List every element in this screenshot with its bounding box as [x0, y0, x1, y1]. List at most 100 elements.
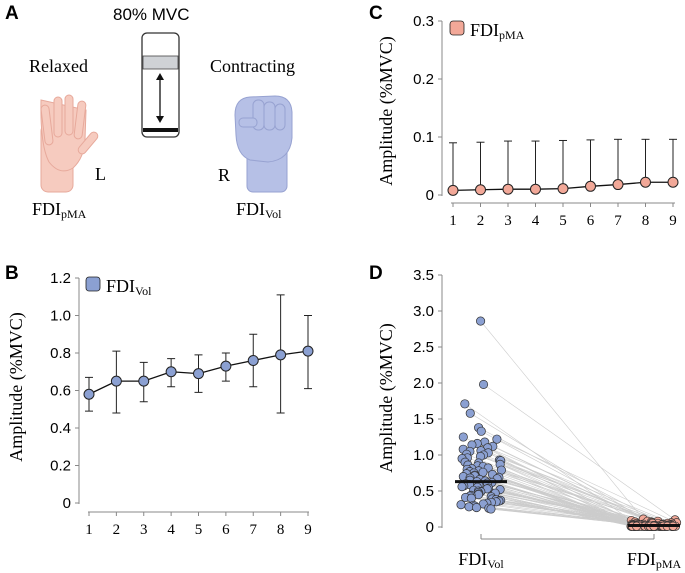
- c-xtick-label: 3: [504, 213, 512, 229]
- panel-label-a: A: [5, 3, 19, 24]
- d-ytick-label: 1.0: [413, 447, 434, 464]
- panel-label-c: C: [369, 3, 383, 24]
- d-ytick-label: 3.0: [413, 303, 434, 320]
- d-ytick-label: 3.5: [413, 267, 434, 284]
- relaxed-label: Relaxed: [29, 56, 88, 76]
- d-vol-point: [464, 502, 474, 512]
- d-vol-point: [492, 434, 502, 444]
- panel-label-b: B: [5, 263, 19, 284]
- b-ytick-label: 0.4: [50, 420, 71, 437]
- d-vol-point: [456, 500, 466, 510]
- d-vol-point: [486, 504, 496, 514]
- d-ytick-label: 2.5: [413, 339, 434, 356]
- c-ytick-label: 0.1: [413, 129, 434, 146]
- b-xtick-label: 3: [140, 522, 148, 538]
- c-ytick-label: 0: [426, 187, 434, 204]
- c-data-point: [475, 184, 486, 196]
- c-xtick-label: 5: [559, 213, 567, 229]
- d-pair-line: [496, 438, 677, 523]
- panel-label-d: D: [369, 263, 383, 284]
- d-ylabel: Amplitude (%MVC): [376, 323, 397, 472]
- b-ytick-label: 0.8: [50, 345, 71, 362]
- b-legend-swatch: [85, 276, 101, 292]
- c-xtick-label: 2: [477, 213, 485, 229]
- contracting-label: Contracting: [210, 56, 295, 76]
- c-legend: FDIpMA: [449, 20, 525, 42]
- relaxed-hand-icon: [40, 94, 99, 193]
- d-vol-point: [457, 482, 467, 492]
- d-ytick-label: 1.5: [413, 411, 434, 428]
- d-ytick-label: 0.5: [413, 483, 434, 500]
- b-data-point: [193, 368, 204, 380]
- b-data-point: [247, 355, 259, 366]
- c-data-point: [557, 183, 569, 195]
- b-xtick-label: 9: [304, 522, 312, 538]
- b-data-point: [220, 360, 232, 372]
- b-xtick-label: 4: [167, 522, 175, 538]
- b-ytick-label: 0.2: [50, 458, 71, 475]
- b-legend-label: FDIVol: [106, 276, 152, 298]
- c-legend-label: FDIpMA: [470, 20, 525, 42]
- d-vol-point: [471, 503, 482, 513]
- b-data-point: [83, 388, 95, 400]
- b-xtick-label: 1: [85, 522, 93, 538]
- d-ytick-label: 0: [426, 519, 434, 536]
- c-data-point: [612, 179, 624, 191]
- b-xtick-label: 8: [277, 522, 285, 538]
- panel-b: B Amplitude (%MVC) 0 0.2 0.4 0.6 0.8 1.0 1.2 1…: [5, 263, 314, 538]
- d-vol-point: [465, 408, 475, 418]
- c-legend-swatch: [449, 20, 465, 36]
- b-ytick-label: 0: [63, 495, 71, 512]
- b-legend: FDIVol: [85, 276, 152, 298]
- d-vol-point: [476, 426, 486, 436]
- c-ytick-label: 0.2: [413, 71, 434, 88]
- c-data-point: [640, 176, 651, 188]
- d-pair-line: [478, 427, 659, 522]
- c-data-point: [530, 183, 541, 195]
- c-ylabel: Amplitude (%MVC): [376, 36, 397, 185]
- d-vol-point: [458, 432, 468, 442]
- c-data-point: [502, 183, 514, 195]
- force-meter-icon: [141, 32, 180, 138]
- c-xtick-label: 4: [532, 213, 540, 229]
- d-pair-line: [500, 460, 670, 526]
- c-ytick-label: 0.3: [413, 13, 434, 30]
- c-xtick-label: 1: [449, 213, 457, 229]
- d-xtick-vol: FDIVol: [458, 549, 504, 571]
- d-vol-point: [476, 316, 486, 326]
- b-ytick-label: 1.0: [50, 308, 71, 325]
- b-ytick-label: 1.2: [50, 270, 71, 287]
- c-xtick-label: 8: [642, 213, 650, 229]
- b-ylabel: Amplitude (%MVC): [6, 312, 27, 461]
- b-data-point: [110, 375, 122, 387]
- d-pair-line: [499, 459, 642, 526]
- c-xtick-label: 6: [587, 213, 595, 229]
- b-ytick-label: 0.6: [50, 383, 71, 400]
- d-vol-point: [479, 379, 489, 389]
- c-xtick-label: 9: [669, 213, 677, 229]
- d-vol-point: [460, 399, 470, 409]
- b-xtick-label: 5: [195, 522, 203, 538]
- b-data-point: [302, 345, 314, 357]
- b-data-point: [275, 349, 287, 361]
- contracting-fist-icon: [234, 95, 293, 193]
- d-pair-line: [480, 456, 664, 526]
- d-pair-line: [480, 450, 673, 525]
- right-side-label: R: [218, 165, 230, 185]
- panel-a: A 80% MVC Relaxed Contracting L: [5, 3, 295, 221]
- b-data-point: [165, 366, 177, 378]
- d-ytick-label: 2.0: [413, 375, 434, 392]
- left-side-label: L: [95, 164, 106, 184]
- right-muscle-label: FDIVol: [236, 199, 282, 221]
- c-data-point: [447, 184, 459, 196]
- mvc-label: 80% MVC: [113, 5, 190, 24]
- b-xtick-label: 6: [222, 522, 230, 538]
- c-data-point: [667, 176, 679, 188]
- b-xtick-label: 2: [113, 522, 121, 538]
- d-pair-line: [483, 384, 676, 521]
- d-xtick-pma: FDIpMA: [627, 549, 682, 571]
- panel-d: D Amplitude (%MVC) 0 0.5 1.0 1.5 2.0 2.5 3.0 3.…: [369, 263, 682, 571]
- d-pair-line: [480, 320, 644, 520]
